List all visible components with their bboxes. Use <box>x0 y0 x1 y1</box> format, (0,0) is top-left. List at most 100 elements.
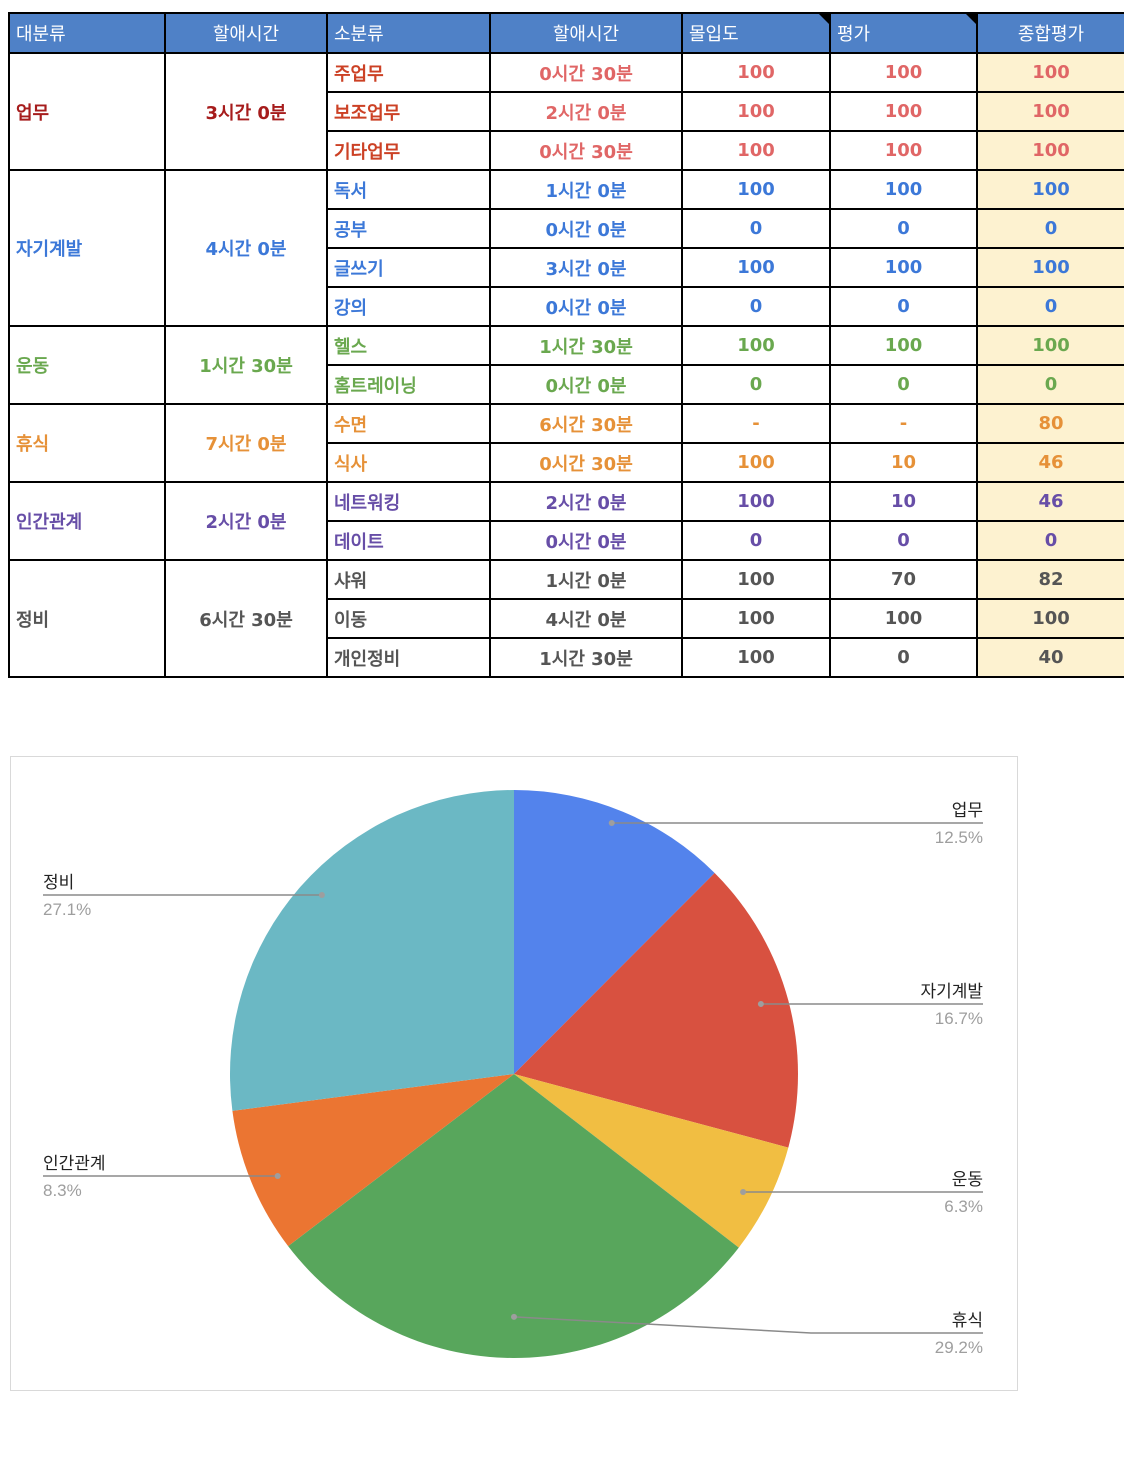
category-time-cell[interactable]: 3시간 0분 <box>164 52 328 171</box>
header-focus[interactable]: 몰입도 <box>681 12 831 54</box>
total-evaluation-cell[interactable]: 0 <box>976 364 1124 405</box>
subcategory-time-cell[interactable]: 1시간 0분 <box>489 559 683 600</box>
category-time-cell[interactable]: 4시간 0분 <box>164 169 328 327</box>
evaluation-cell[interactable]: 100 <box>829 598 978 639</box>
subcategory-time-cell[interactable]: 0시간 0분 <box>489 208 683 249</box>
evaluation-cell[interactable]: 100 <box>829 130 978 171</box>
focus-cell[interactable]: 100 <box>681 637 831 678</box>
subcategory-cell[interactable]: 헬스 <box>326 325 491 366</box>
total-evaluation-cell[interactable]: 100 <box>976 169 1124 210</box>
subcategory-time-cell[interactable]: 4시간 0분 <box>489 598 683 639</box>
total-evaluation-cell[interactable]: 0 <box>976 520 1124 561</box>
subcategory-cell[interactable]: 개인정비 <box>326 637 491 678</box>
pie-slice[interactable] <box>514 873 798 1148</box>
subcategory-time-cell[interactable]: 1시간 30분 <box>489 325 683 366</box>
focus-cell[interactable]: 100 <box>681 169 831 210</box>
subcategory-cell[interactable]: 홈트레이닝 <box>326 364 491 405</box>
subcategory-time-cell[interactable]: 0시간 0분 <box>489 520 683 561</box>
total-evaluation-cell[interactable]: 100 <box>976 130 1124 171</box>
subcategory-time-cell[interactable]: 6시간 30분 <box>489 403 683 444</box>
evaluation-cell[interactable]: 0 <box>829 520 978 561</box>
header-category-time[interactable]: 할애시간 <box>164 12 328 54</box>
total-evaluation-cell[interactable]: 100 <box>976 52 1124 93</box>
category-time-cell[interactable]: 7시간 0분 <box>164 403 328 483</box>
subcategory-cell[interactable]: 수면 <box>326 403 491 444</box>
evaluation-cell[interactable]: 100 <box>829 325 978 366</box>
category-time-cell[interactable]: 1시간 30분 <box>164 325 328 405</box>
total-evaluation-cell[interactable]: 80 <box>976 403 1124 444</box>
focus-cell[interactable]: - <box>681 403 831 444</box>
subcategory-time-cell[interactable]: 0시간 0분 <box>489 364 683 405</box>
total-evaluation-cell[interactable]: 100 <box>976 247 1124 288</box>
evaluation-cell[interactable]: 100 <box>829 52 978 93</box>
focus-cell[interactable]: 100 <box>681 52 831 93</box>
focus-cell[interactable]: 100 <box>681 247 831 288</box>
evaluation-cell[interactable]: 10 <box>829 481 978 522</box>
header-category[interactable]: 대분류 <box>8 12 166 54</box>
evaluation-cell[interactable]: 0 <box>829 208 978 249</box>
pie-slice[interactable] <box>230 790 514 1111</box>
header-total-evaluation[interactable]: 종합평가 <box>976 12 1124 54</box>
subcategory-cell[interactable]: 독서 <box>326 169 491 210</box>
subcategory-cell[interactable]: 강의 <box>326 286 491 327</box>
evaluation-cell[interactable]: - <box>829 403 978 444</box>
category-cell[interactable]: 자기계발 <box>8 169 166 327</box>
subcategory-time-cell[interactable]: 1시간 0분 <box>489 169 683 210</box>
category-time-cell[interactable]: 6시간 30분 <box>164 559 328 678</box>
evaluation-cell[interactable]: 0 <box>829 286 978 327</box>
focus-cell[interactable]: 100 <box>681 598 831 639</box>
evaluation-cell[interactable]: 0 <box>829 637 978 678</box>
subcategory-time-cell[interactable]: 0시간 30분 <box>489 442 683 483</box>
focus-cell[interactable]: 0 <box>681 520 831 561</box>
subcategory-cell[interactable]: 샤워 <box>326 559 491 600</box>
subcategory-cell[interactable]: 기타업무 <box>326 130 491 171</box>
category-cell[interactable]: 정비 <box>8 559 166 678</box>
pie-slice[interactable] <box>514 1074 789 1248</box>
pie-slice[interactable] <box>288 1074 739 1358</box>
header-subcategory[interactable]: 소분류 <box>326 12 491 54</box>
total-evaluation-cell[interactable]: 46 <box>976 481 1124 522</box>
total-evaluation-cell[interactable]: 0 <box>976 208 1124 249</box>
subcategory-cell[interactable]: 공부 <box>326 208 491 249</box>
focus-cell[interactable]: 0 <box>681 286 831 327</box>
category-cell[interactable]: 운동 <box>8 325 166 405</box>
subcategory-cell[interactable]: 이동 <box>326 598 491 639</box>
evaluation-cell[interactable]: 100 <box>829 169 978 210</box>
focus-cell[interactable]: 0 <box>681 208 831 249</box>
subcategory-cell[interactable]: 식사 <box>326 442 491 483</box>
subcategory-cell[interactable]: 글쓰기 <box>326 247 491 288</box>
evaluation-cell[interactable]: 100 <box>829 247 978 288</box>
subcategory-time-cell[interactable]: 0시간 30분 <box>489 52 683 93</box>
header-subcategory-time[interactable]: 할애시간 <box>489 12 683 54</box>
focus-cell[interactable]: 100 <box>681 442 831 483</box>
subcategory-time-cell[interactable]: 3시간 0분 <box>489 247 683 288</box>
focus-cell[interactable]: 0 <box>681 364 831 405</box>
pie-slice[interactable] <box>514 790 715 1074</box>
evaluation-cell[interactable]: 100 <box>829 91 978 132</box>
focus-cell[interactable]: 100 <box>681 559 831 600</box>
focus-cell[interactable]: 100 <box>681 325 831 366</box>
total-evaluation-cell[interactable]: 100 <box>976 598 1124 639</box>
category-cell[interactable]: 휴식 <box>8 403 166 483</box>
header-evaluation[interactable]: 평가 <box>829 12 978 54</box>
focus-cell[interactable]: 100 <box>681 130 831 171</box>
total-evaluation-cell[interactable]: 0 <box>976 286 1124 327</box>
evaluation-cell[interactable]: 70 <box>829 559 978 600</box>
subcategory-time-cell[interactable]: 0시간 30분 <box>489 130 683 171</box>
focus-cell[interactable]: 100 <box>681 91 831 132</box>
pie-slice[interactable] <box>232 1074 514 1247</box>
subcategory-time-cell[interactable]: 2시간 0분 <box>489 91 683 132</box>
total-evaluation-cell[interactable]: 40 <box>976 637 1124 678</box>
total-evaluation-cell[interactable]: 100 <box>976 325 1124 366</box>
evaluation-cell[interactable]: 10 <box>829 442 978 483</box>
focus-cell[interactable]: 100 <box>681 481 831 522</box>
subcategory-time-cell[interactable]: 1시간 30분 <box>489 637 683 678</box>
category-cell[interactable]: 업무 <box>8 52 166 171</box>
subcategory-cell[interactable]: 데이트 <box>326 520 491 561</box>
subcategory-cell[interactable]: 보조업무 <box>326 91 491 132</box>
subcategory-time-cell[interactable]: 0시간 0분 <box>489 286 683 327</box>
total-evaluation-cell[interactable]: 82 <box>976 559 1124 600</box>
subcategory-cell[interactable]: 주업무 <box>326 52 491 93</box>
subcategory-cell[interactable]: 네트워킹 <box>326 481 491 522</box>
category-cell[interactable]: 인간관계 <box>8 481 166 561</box>
